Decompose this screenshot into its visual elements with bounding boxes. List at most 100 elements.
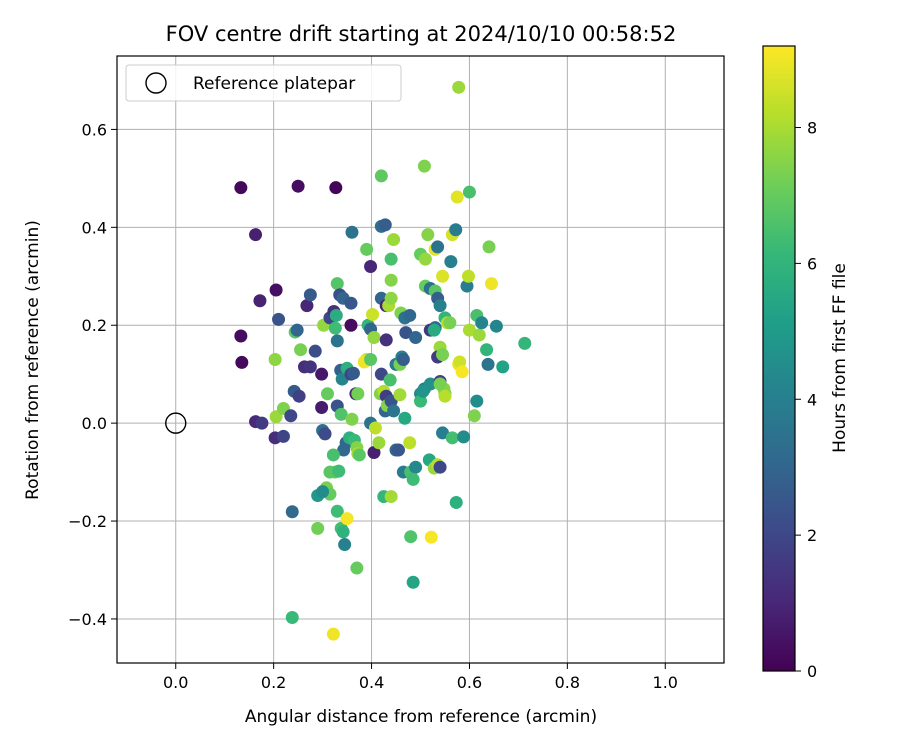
- data-point: [269, 410, 283, 424]
- data-point: [409, 330, 423, 344]
- data-point: [326, 448, 340, 462]
- y-tick-label: 0.2: [82, 316, 107, 335]
- data-point: [374, 169, 388, 183]
- data-point: [378, 218, 392, 232]
- colorbar-label: Hours from first FF file: [830, 263, 850, 453]
- data-point: [330, 504, 344, 518]
- data-point: [418, 252, 432, 266]
- colorbar-tick-label: 2: [807, 526, 817, 545]
- data-point: [436, 426, 450, 440]
- data-point: [383, 373, 397, 387]
- reference-platepar-marker: [165, 412, 187, 434]
- data-point: [399, 326, 413, 340]
- data-point: [417, 159, 431, 173]
- data-point: [352, 448, 366, 462]
- data-point: [368, 421, 382, 435]
- data-point: [235, 355, 249, 369]
- data-point: [328, 321, 342, 335]
- data-point: [462, 185, 476, 199]
- data-point: [234, 181, 248, 195]
- data-point: [330, 334, 344, 348]
- data-point: [489, 319, 503, 333]
- data-point: [379, 333, 393, 347]
- data-point: [409, 460, 423, 474]
- colorbar-gradient: [762, 45, 796, 672]
- colorbar: 0 2 4 6 8 Hours from first FF file: [762, 45, 850, 681]
- data-point: [387, 233, 401, 247]
- data-point: [330, 277, 344, 291]
- data-point: [461, 269, 475, 283]
- legend-entry-reference-platepar: Reference platepar: [193, 74, 355, 94]
- data-point: [387, 404, 401, 418]
- data-point: [346, 366, 360, 380]
- data-point: [315, 367, 329, 381]
- data-point: [414, 394, 427, 408]
- x-tick-label: 0.2: [261, 673, 286, 692]
- data-point: [285, 610, 299, 624]
- data-point: [372, 436, 386, 450]
- data-point: [326, 627, 340, 641]
- data-point: [481, 357, 495, 371]
- data-point: [450, 190, 464, 204]
- data-point: [482, 240, 496, 254]
- colorbar-tick-label: 6: [807, 254, 817, 273]
- data-point: [340, 512, 354, 526]
- data-point: [449, 223, 463, 237]
- data-point: [329, 308, 343, 322]
- data-point: [294, 343, 308, 357]
- y-tick-label: 0.0: [82, 414, 107, 433]
- data-point: [421, 228, 435, 242]
- data-point: [329, 181, 343, 195]
- data-point: [403, 436, 417, 450]
- colorbar-ticks: 0 2 4 6 8: [795, 119, 817, 681]
- data-point: [300, 299, 314, 313]
- data-point: [453, 355, 467, 369]
- data-point: [272, 312, 286, 326]
- y-tick-label: −0.4: [68, 610, 107, 629]
- data-point: [436, 348, 450, 362]
- plot-frame: [116, 55, 725, 664]
- data-point: [484, 277, 498, 291]
- data-point: [433, 377, 447, 391]
- data-point: [332, 464, 346, 478]
- data-point: [318, 427, 332, 441]
- x-tick-label: 0.8: [555, 673, 580, 692]
- data-point: [253, 294, 267, 308]
- data-point: [384, 273, 398, 287]
- data-point: [292, 389, 306, 403]
- plot-background: [117, 56, 724, 663]
- data-point: [364, 353, 378, 366]
- data-point: [444, 255, 458, 269]
- data-point: [406, 472, 420, 486]
- data-point: [303, 360, 317, 374]
- data-point: [336, 525, 350, 539]
- data-point: [345, 412, 359, 426]
- chart-title: FOV centre drift starting at 2024/10/10 …: [166, 22, 677, 46]
- data-point: [338, 538, 352, 552]
- y-tick-label: 0.4: [82, 218, 107, 237]
- x-tick-label: 0.6: [457, 673, 482, 692]
- data-point: [467, 409, 481, 423]
- data-point: [431, 240, 445, 254]
- data-point: [460, 279, 474, 293]
- data-point: [364, 259, 378, 273]
- data-point: [443, 316, 457, 330]
- data-point: [284, 409, 298, 423]
- data-point: [424, 530, 438, 544]
- data-point: [470, 394, 484, 408]
- data-point: [455, 365, 469, 379]
- grid-lines: [117, 56, 724, 663]
- x-tick-label: 0.0: [163, 673, 188, 692]
- data-point: [403, 308, 417, 322]
- x-tick-label: 0.4: [359, 673, 384, 692]
- data-point: [308, 344, 322, 358]
- data-point: [384, 490, 398, 504]
- data-point: [518, 336, 532, 350]
- data-point: [480, 343, 494, 357]
- data-point: [269, 283, 283, 297]
- data-point: [303, 288, 317, 302]
- data-point: [462, 323, 476, 337]
- data-point: [290, 323, 304, 337]
- data-point: [475, 316, 489, 330]
- data-point: [433, 299, 447, 313]
